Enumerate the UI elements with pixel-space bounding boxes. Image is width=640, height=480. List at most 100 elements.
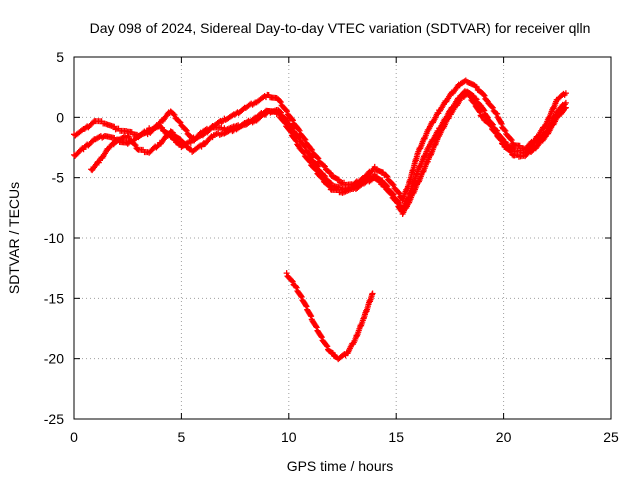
data-point: [562, 90, 569, 97]
data-point: [293, 138, 300, 145]
data-point: [358, 181, 365, 188]
data-point: [302, 136, 309, 143]
y-tick-label: 5: [56, 49, 64, 65]
data-point: [476, 108, 483, 115]
data-point: [292, 283, 299, 290]
data-point: [261, 93, 268, 100]
data-point: [371, 163, 378, 170]
data-point: [384, 173, 391, 180]
data-point: [498, 137, 505, 144]
data-point: [250, 100, 257, 107]
data-point: [393, 199, 400, 206]
data-point: [308, 146, 315, 153]
data-point: [481, 107, 488, 114]
data-point: [481, 92, 488, 99]
data-point: [562, 104, 569, 111]
data-point: [301, 135, 308, 142]
data-point: [170, 111, 177, 118]
data-point: [229, 128, 236, 135]
data-point: [288, 129, 295, 136]
data-point: [327, 170, 334, 177]
data-point: [480, 114, 487, 121]
data-point: [79, 127, 86, 134]
data-point: [288, 277, 295, 284]
data-point: [312, 166, 319, 173]
data-point: [277, 99, 284, 106]
data-point: [326, 183, 333, 190]
data-point: [476, 109, 483, 116]
data-point: [197, 142, 204, 149]
x-tick-label: 10: [281, 429, 297, 445]
data-point: [321, 163, 328, 170]
data-point: [325, 182, 332, 189]
data-point: [470, 99, 477, 106]
data-point: [492, 129, 499, 136]
data-point: [240, 121, 247, 128]
data-point: [132, 142, 139, 149]
data-point: [473, 96, 480, 103]
x-tick-label: 5: [178, 429, 186, 445]
data-point: [293, 284, 300, 291]
data-point: [507, 136, 514, 143]
data-point: [306, 158, 313, 165]
series-trace-d: [283, 270, 376, 363]
data-point: [329, 350, 336, 357]
data-point: [395, 189, 402, 196]
data-point: [396, 190, 403, 197]
data-point: [501, 126, 508, 133]
data-point: [289, 116, 296, 123]
x-axis-label: GPS time / hours: [287, 458, 394, 474]
x-tick-label: 15: [388, 429, 404, 445]
data-point: [276, 98, 283, 105]
data-point: [250, 115, 257, 122]
data-point: [377, 178, 384, 185]
data-point: [489, 104, 496, 111]
data-point: [467, 93, 474, 100]
y-tick-label: -10: [44, 230, 64, 246]
data-point: [323, 342, 330, 349]
data-point: [303, 303, 310, 310]
chart-title: Day 098 of 2024, Sidereal Day-to-day VTE…: [90, 20, 591, 36]
data-point: [473, 84, 480, 91]
data-point: [324, 343, 331, 350]
data-point: [154, 143, 161, 150]
data-point: [297, 292, 304, 299]
data-point: [302, 302, 309, 309]
data-point: [530, 138, 537, 145]
data-point: [308, 313, 315, 320]
x-tick-label: 25: [603, 429, 619, 445]
data-point: [313, 167, 320, 174]
data-point: [507, 147, 514, 154]
data-point: [369, 290, 376, 297]
data-point: [383, 172, 390, 179]
y-tick-label: -5: [52, 170, 65, 186]
data-point: [168, 128, 175, 135]
data-point: [301, 149, 308, 156]
data-point: [307, 312, 314, 319]
data-point: [320, 162, 327, 169]
data-point: [282, 120, 289, 127]
data-point: [389, 181, 396, 188]
data-point: [159, 124, 166, 131]
y-tick-label: 0: [56, 109, 64, 125]
data-point: [300, 148, 307, 155]
data-point: [292, 137, 299, 144]
data-point: [480, 91, 487, 98]
data-point: [479, 113, 486, 120]
data-point: [335, 176, 342, 183]
data-point: [177, 119, 184, 126]
data-point: [489, 103, 496, 110]
y-tick-label: -20: [44, 351, 64, 367]
data-point: [186, 138, 193, 145]
data-point: [309, 147, 316, 154]
data-point: [275, 109, 282, 116]
data-point: [307, 159, 314, 166]
series-trace-c: [88, 90, 569, 218]
data-point: [182, 141, 189, 148]
data-point: [182, 126, 189, 133]
data-point: [131, 141, 138, 148]
data-point: [275, 110, 282, 117]
data-point: [390, 182, 397, 189]
data-point: [176, 118, 183, 125]
data-points: [71, 77, 569, 363]
